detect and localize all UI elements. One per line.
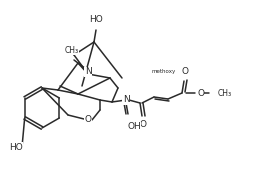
Text: O: O	[139, 120, 147, 129]
Text: N: N	[123, 96, 129, 105]
Text: O: O	[197, 89, 204, 98]
Text: OH: OH	[127, 122, 141, 131]
Text: HO: HO	[89, 15, 103, 24]
Text: methoxy: methoxy	[152, 69, 176, 73]
Text: O: O	[84, 115, 92, 124]
Text: N: N	[85, 67, 91, 76]
Text: O: O	[182, 67, 189, 76]
Text: CH₃: CH₃	[218, 89, 232, 98]
Text: CH₃: CH₃	[65, 46, 79, 55]
Text: HO: HO	[9, 142, 23, 151]
